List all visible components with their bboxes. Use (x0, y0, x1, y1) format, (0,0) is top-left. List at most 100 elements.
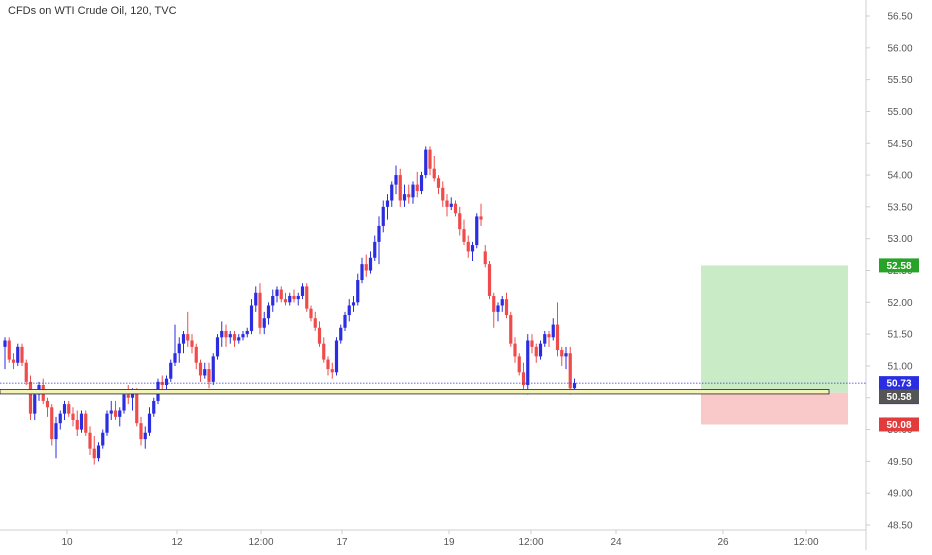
candle[interactable] (186, 311, 190, 347)
candle[interactable] (445, 194, 449, 217)
candle[interactable] (407, 184, 411, 204)
candle[interactable] (381, 200, 385, 233)
stop-zone[interactable] (701, 392, 848, 425)
candle[interactable] (92, 435, 96, 465)
candle[interactable] (334, 337, 339, 376)
candle[interactable] (368, 251, 373, 274)
candle[interactable] (105, 410, 109, 436)
candle[interactable] (169, 359, 173, 382)
candle[interactable] (424, 146, 428, 179)
candle[interactable] (143, 426, 147, 449)
candle[interactable] (173, 324, 177, 366)
candle[interactable] (309, 305, 313, 322)
candle[interactable] (258, 283, 262, 335)
candle[interactable] (564, 346, 568, 370)
candle[interactable] (339, 324, 343, 344)
candle[interactable] (71, 407, 75, 427)
candle[interactable] (79, 410, 84, 433)
candle[interactable] (292, 289, 296, 303)
candle[interactable] (521, 362, 526, 392)
candle[interactable] (504, 292, 509, 319)
candle[interactable] (517, 353, 521, 376)
candle[interactable] (398, 168, 402, 207)
candle[interactable] (211, 353, 215, 386)
candle[interactable] (428, 146, 432, 176)
candle[interactable] (207, 362, 211, 389)
candle[interactable] (122, 391, 126, 414)
candle[interactable] (296, 292, 300, 306)
candle[interactable] (351, 295, 356, 312)
candle[interactable] (152, 397, 156, 417)
candle[interactable] (305, 283, 309, 312)
candle[interactable] (266, 302, 271, 325)
candle[interactable] (402, 184, 407, 207)
candle[interactable] (126, 385, 130, 405)
candle[interactable] (458, 206, 462, 236)
candle[interactable] (419, 171, 424, 195)
candle[interactable] (466, 235, 470, 258)
candle[interactable] (300, 283, 305, 300)
candle[interactable] (415, 171, 419, 198)
candle[interactable] (470, 241, 475, 261)
candle[interactable] (462, 219, 466, 246)
candle[interactable] (322, 337, 326, 363)
candle[interactable] (224, 324, 228, 347)
candle[interactable] (135, 388, 139, 427)
candle[interactable] (16, 343, 20, 366)
candle[interactable] (360, 257, 364, 284)
candle[interactable] (513, 337, 517, 363)
target-zone[interactable] (701, 265, 848, 393)
candle[interactable] (194, 343, 198, 370)
candle[interactable] (109, 400, 113, 421)
candle[interactable] (385, 194, 390, 220)
candle[interactable] (390, 181, 394, 207)
candle[interactable] (364, 254, 368, 277)
candle[interactable] (343, 311, 347, 331)
candle[interactable] (487, 260, 492, 300)
candle[interactable] (453, 200, 458, 217)
candle[interactable] (220, 321, 224, 347)
candle[interactable] (436, 175, 441, 195)
candle[interactable] (190, 334, 194, 354)
candle[interactable] (139, 416, 143, 446)
candle[interactable] (509, 311, 513, 347)
candle[interactable] (24, 359, 28, 386)
candle[interactable] (283, 292, 288, 306)
candle[interactable] (543, 330, 547, 347)
candle[interactable] (483, 245, 487, 268)
candle[interactable] (101, 429, 105, 449)
candle[interactable] (254, 286, 258, 312)
candle[interactable] (347, 299, 351, 322)
candle[interactable] (203, 362, 207, 379)
candle[interactable] (228, 330, 232, 344)
candle[interactable] (20, 343, 24, 366)
candle[interactable] (479, 203, 483, 226)
candle[interactable] (496, 302, 500, 322)
candle[interactable] (237, 334, 241, 344)
candle[interactable] (500, 295, 504, 312)
candle[interactable] (33, 391, 37, 421)
candle[interactable] (245, 327, 249, 338)
candle[interactable] (279, 286, 283, 303)
candle[interactable] (50, 404, 54, 446)
candle[interactable] (7, 337, 11, 363)
candle[interactable] (96, 442, 101, 462)
candle[interactable] (75, 410, 79, 436)
candle[interactable] (373, 235, 377, 261)
candle[interactable] (475, 213, 479, 249)
candle[interactable] (232, 330, 237, 347)
candle[interactable] (330, 362, 334, 379)
candle[interactable] (3, 337, 7, 370)
candle[interactable] (147, 407, 152, 436)
candle[interactable] (177, 337, 181, 363)
candle[interactable] (441, 181, 445, 207)
candle[interactable] (62, 400, 67, 421)
candle[interactable] (538, 340, 543, 360)
candle[interactable] (275, 286, 279, 303)
candle[interactable] (67, 400, 71, 417)
candle[interactable] (241, 330, 245, 341)
candle[interactable] (432, 155, 436, 182)
candle[interactable] (551, 318, 555, 341)
candle[interactable] (313, 311, 317, 331)
candle[interactable] (28, 375, 33, 421)
